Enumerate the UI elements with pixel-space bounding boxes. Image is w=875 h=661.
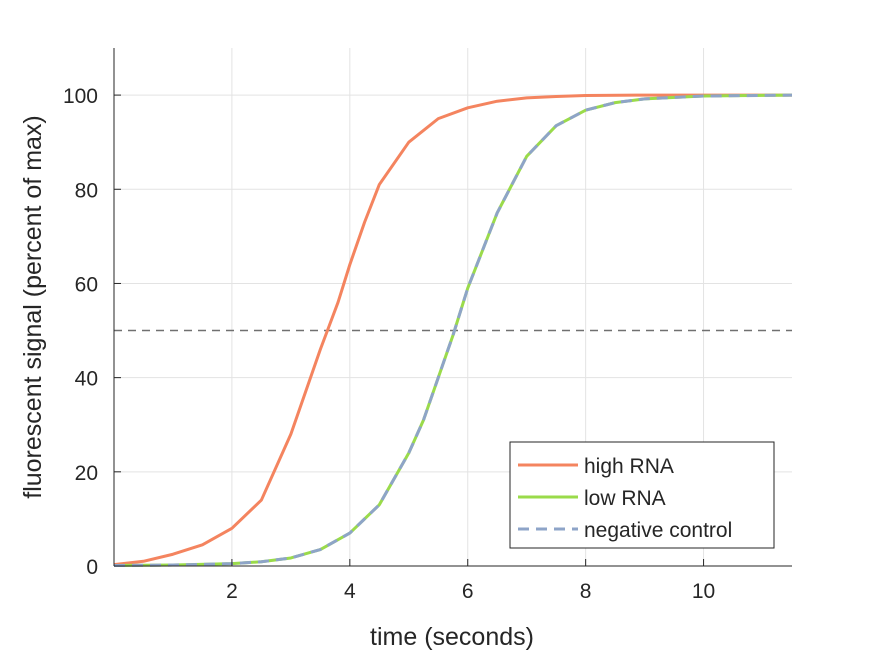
x-tick-label: 8 xyxy=(580,580,592,603)
x-tick-label: 6 xyxy=(462,580,474,603)
y-tick-label: 60 xyxy=(75,273,98,296)
series-lines xyxy=(113,93,793,568)
x-axis-label: time (seconds) xyxy=(370,623,534,651)
legend-label: negative control xyxy=(584,519,732,542)
axes xyxy=(113,48,792,567)
negative-control-line xyxy=(113,93,793,568)
x-tick-label: 2 xyxy=(226,580,238,603)
y-axis-label: fluorescent signal (percent of max) xyxy=(19,115,47,499)
legend: high RNA low RNA negative control xyxy=(509,441,775,549)
y-tick-label: 100 xyxy=(63,85,98,108)
y-tick-label: 40 xyxy=(75,368,98,391)
x-tick-label: 4 xyxy=(344,580,356,603)
x-tick-label: 10 xyxy=(692,580,715,603)
high-rna-line xyxy=(113,93,792,567)
y-tick-label: 0 xyxy=(86,556,98,579)
y-tick-label: 80 xyxy=(75,179,98,202)
legend-label: low RNA xyxy=(584,487,666,510)
y-tick-label: 20 xyxy=(75,462,98,485)
legend-label: high RNA xyxy=(584,455,674,478)
